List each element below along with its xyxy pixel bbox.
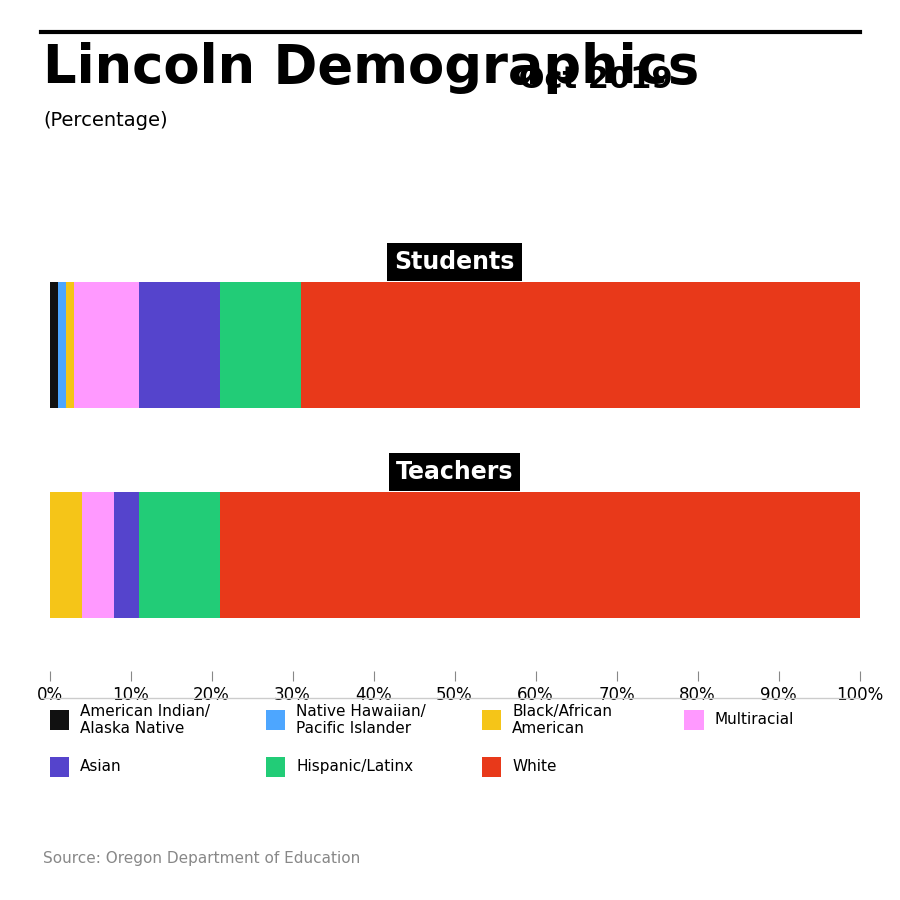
Text: White: White (512, 760, 556, 774)
Bar (82, 492, 114, 618)
Text: Teachers: Teachers (396, 460, 513, 483)
Bar (139, 282, 220, 408)
Bar (66, 282, 74, 408)
Text: Asian: Asian (80, 760, 122, 774)
Text: Source: Oregon Department of Education: Source: Oregon Department of Education (43, 850, 360, 866)
Bar (220, 282, 301, 408)
Bar (114, 492, 139, 618)
Text: American Indian/
Alaska Native: American Indian/ Alaska Native (80, 704, 210, 736)
Text: Native Hawaiian/
Pacific Islander: Native Hawaiian/ Pacific Islander (296, 704, 426, 736)
Bar (301, 282, 860, 408)
Text: (Percentage): (Percentage) (43, 112, 167, 130)
Bar (139, 492, 220, 618)
Bar (74, 282, 139, 408)
Text: Black/African
American: Black/African American (512, 704, 612, 736)
Bar (220, 492, 860, 618)
Text: Hispanic/Latinx: Hispanic/Latinx (296, 760, 413, 774)
Text: Lincoln Demographics: Lincoln Demographics (43, 42, 699, 94)
Bar (50, 282, 58, 408)
Text: Oct 2019: Oct 2019 (508, 66, 673, 94)
Text: Students: Students (394, 249, 515, 274)
Bar (58, 282, 66, 408)
Text: Multiracial: Multiracial (715, 713, 794, 727)
Bar (50, 492, 82, 618)
